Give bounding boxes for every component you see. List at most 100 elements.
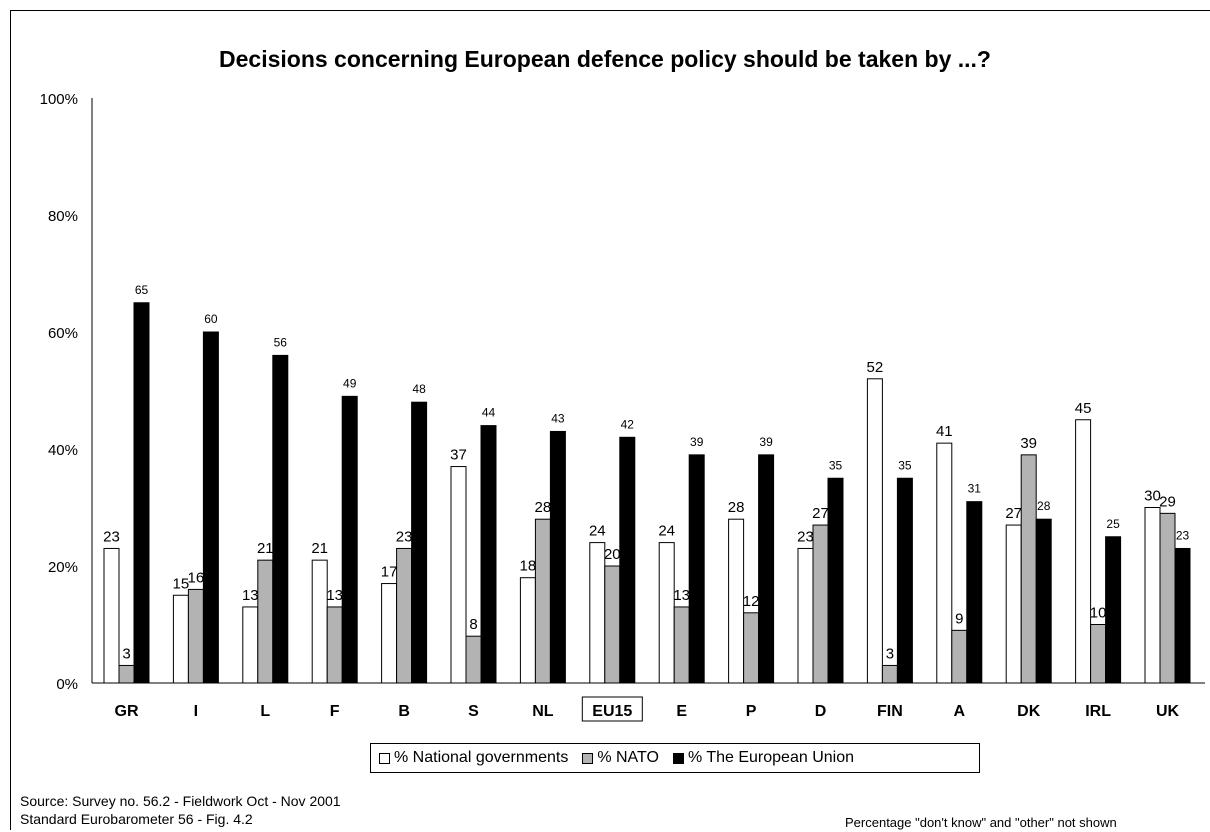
data-label: 56 — [274, 335, 288, 349]
category-highlight-box — [581, 696, 643, 722]
legend-item-national: % National governments — [379, 749, 568, 767]
bar — [465, 635, 482, 684]
x-tick-label: I — [194, 703, 198, 720]
data-label: 24 — [589, 523, 606, 540]
bar — [758, 454, 775, 684]
bar — [202, 331, 219, 684]
bar — [242, 606, 259, 684]
bar — [604, 565, 621, 684]
legend-swatch-nato — [582, 752, 594, 764]
bar — [1005, 524, 1022, 684]
data-label: 21 — [311, 540, 328, 557]
bar — [411, 401, 428, 684]
data-label: 39 — [759, 435, 773, 449]
bar — [1075, 419, 1092, 684]
y-tick-label: 80% — [48, 208, 78, 225]
bar — [172, 594, 189, 684]
y-tick-label: 60% — [48, 325, 78, 342]
y-tick-label: 100% — [40, 91, 78, 108]
bar — [480, 425, 497, 684]
legend-label-eu: % The European Union — [687, 749, 854, 766]
x-tick-label: EU15 — [592, 703, 632, 720]
data-label: 23 — [396, 528, 413, 545]
chart-frame — [10, 10, 1210, 830]
bar — [1174, 547, 1191, 684]
x-tick-label: UK — [1156, 703, 1180, 720]
x-tick-label: E — [676, 703, 687, 720]
legend-label-nato: % NATO — [597, 749, 659, 766]
bar — [272, 354, 289, 684]
data-label: 39 — [1020, 435, 1037, 452]
bar — [619, 436, 636, 684]
bar — [966, 501, 983, 684]
bar — [951, 629, 968, 684]
legend-swatch-national — [379, 752, 390, 764]
bar — [326, 606, 343, 684]
data-label: 42 — [621, 417, 635, 431]
data-label: 60 — [204, 312, 218, 326]
bar — [688, 454, 705, 684]
data-label: 23 — [1176, 528, 1190, 542]
legend-item-eu: % The European Union — [672, 749, 854, 767]
bar — [1159, 512, 1176, 684]
legend-item-nato: % NATO — [582, 749, 659, 767]
data-label: 27 — [1005, 505, 1022, 522]
data-label: 35 — [829, 458, 843, 472]
bar — [381, 583, 398, 684]
data-label: 13 — [673, 587, 690, 604]
bar — [549, 430, 566, 684]
bar — [118, 664, 135, 684]
bar — [936, 442, 953, 684]
data-label: 37 — [450, 447, 467, 464]
data-label: 39 — [690, 435, 704, 449]
x-tick-label: IRL — [1085, 703, 1111, 720]
data-label: 15 — [173, 575, 190, 592]
data-label: 49 — [343, 376, 357, 390]
bar — [797, 547, 814, 684]
data-label: 23 — [103, 528, 120, 545]
data-label: 65 — [135, 283, 149, 297]
chart-title: Decisions concerning European defence po… — [219, 46, 991, 72]
data-label: 52 — [867, 359, 884, 376]
bar — [673, 606, 690, 684]
bar — [1144, 507, 1161, 684]
data-label: 16 — [188, 569, 205, 586]
legend-swatch-eu — [672, 752, 684, 764]
bar — [103, 547, 120, 684]
bar — [1105, 536, 1122, 684]
data-label: 21 — [257, 540, 274, 557]
footnote: Percentage "don't know" and "other" not … — [845, 815, 1117, 830]
bar — [133, 302, 150, 684]
data-label: 3 — [122, 645, 130, 662]
source-line-2: Standard Eurobarometer 56 - Fig. 4.2 — [20, 811, 253, 827]
data-label: 24 — [658, 523, 675, 540]
data-label: 28 — [535, 499, 552, 516]
bar — [881, 664, 898, 684]
y-tick-label: 40% — [48, 442, 78, 459]
bar — [896, 477, 913, 684]
x-tick-label: P — [746, 703, 757, 720]
data-label: 8 — [469, 616, 477, 633]
data-label: 3 — [886, 645, 894, 662]
x-tick-label: NL — [532, 703, 554, 720]
data-label: 13 — [326, 587, 343, 604]
x-tick-label: DK — [1017, 703, 1041, 720]
bar — [827, 477, 844, 684]
bar — [396, 547, 413, 684]
data-label: 9 — [955, 610, 963, 627]
data-label: 18 — [520, 558, 537, 575]
data-label: 23 — [797, 528, 814, 545]
data-label: 44 — [482, 406, 496, 420]
bar — [866, 378, 883, 684]
bar — [812, 524, 829, 684]
data-label: 12 — [743, 593, 760, 610]
data-label: 10 — [1090, 605, 1107, 622]
x-tick-label: B — [398, 703, 410, 720]
bar — [450, 466, 467, 684]
bar — [658, 542, 675, 684]
data-label: 29 — [1159, 493, 1176, 510]
bar — [589, 542, 606, 684]
data-label: 31 — [968, 482, 982, 496]
source-line-1: Source: Survey no. 56.2 - Fieldwork Oct … — [20, 793, 341, 809]
